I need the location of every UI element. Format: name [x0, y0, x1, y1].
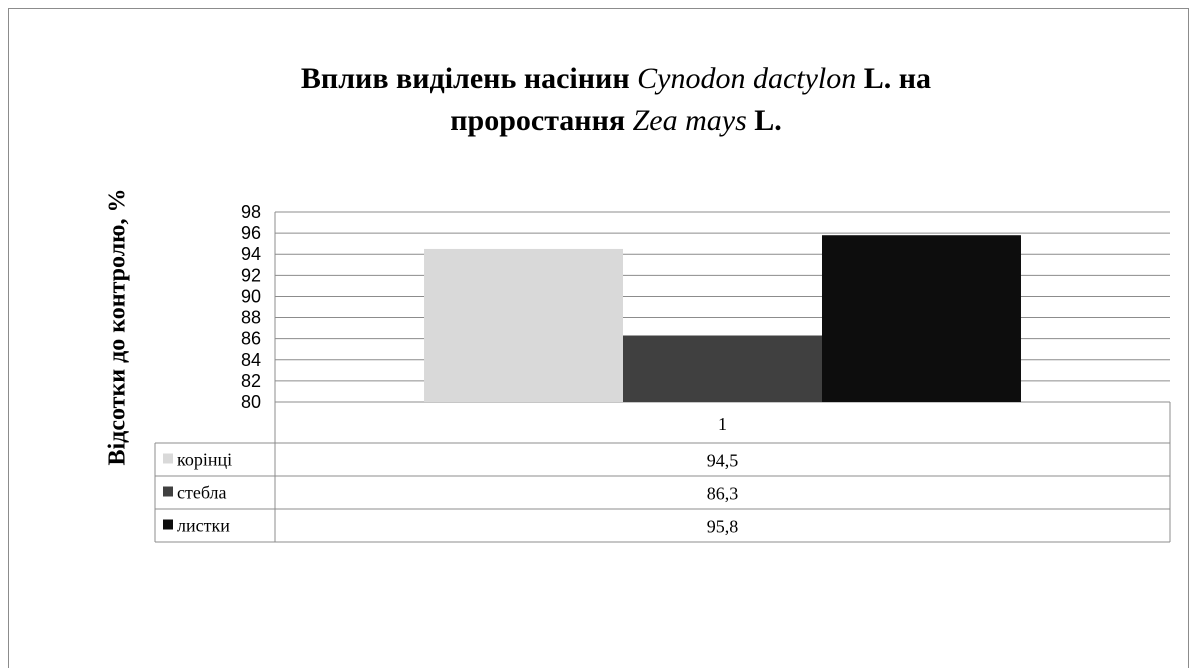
y-tick-label: 90: [241, 286, 261, 306]
bar-листки: [821, 235, 1021, 402]
y-tick-label: 94: [241, 244, 261, 264]
y-tick-label: 88: [241, 308, 261, 328]
data-label: 95,8: [707, 517, 739, 537]
x-category-label: 1: [718, 414, 727, 434]
y-tick-label: 84: [241, 350, 261, 370]
title-species-2: Zea mays: [632, 104, 747, 137]
data-label: 94,5: [707, 451, 739, 471]
chart-title: Вплив виділень насінин Cynodon dactylon …: [0, 58, 1192, 142]
title-line2-c: L.: [746, 104, 782, 137]
bar-корінці: [424, 248, 624, 402]
data-label: 86,3: [707, 484, 739, 504]
legend-key-корінці: [163, 453, 173, 464]
title-line1-c: L. на: [856, 62, 932, 95]
title-line2-a: проростання: [450, 104, 633, 137]
y-tick-label: 86: [241, 329, 261, 349]
bar-стебла: [623, 335, 822, 402]
legend-key-стебла: [163, 486, 173, 497]
y-tick-label: 82: [241, 371, 261, 391]
legend-label: листки: [177, 516, 230, 536]
y-tick-label: 80: [241, 392, 261, 412]
legend-label: стебла: [177, 483, 227, 503]
y-tick-label: 96: [241, 223, 261, 243]
legend-label: корінці: [177, 450, 232, 470]
legend-key-листки: [163, 519, 173, 530]
y-tick-label: 92: [241, 265, 261, 285]
title-line1-a: Вплив виділень насінин: [300, 62, 638, 95]
y-tick-label: 98: [241, 202, 261, 222]
title-species-1: Cynodon dactylon: [637, 62, 857, 95]
